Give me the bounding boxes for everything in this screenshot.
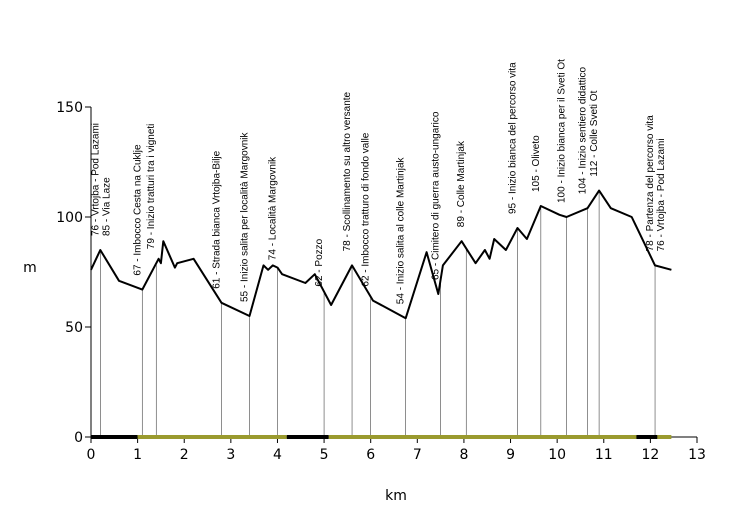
waypoint-label: 55 - Inizio salita per località Margovni… (239, 131, 250, 302)
y-axis-label: m (23, 260, 37, 276)
x-axis-label: km (385, 488, 407, 504)
surface-segment (286, 435, 329, 439)
x-tick-label: 7 (413, 447, 422, 463)
waypoint-label: 85 - Via Laze (101, 177, 112, 236)
surface-bar (91, 435, 672, 439)
x-tick-label: 11 (595, 447, 613, 463)
waypoint-label: 100 - Inizio bianca per il Sveti Ot (556, 59, 567, 203)
waypoint-label: 62 - Imbocco tratturo di fondo valle (361, 132, 372, 286)
x-tick-label: 3 (226, 447, 235, 463)
waypoint-label: 65 - Cimitero di guerra austo-ungarico (431, 111, 442, 280)
x-tick-label: 12 (641, 447, 659, 463)
waypoint-label: 112 - Colle Sveti Ot (589, 90, 600, 176)
axes (90, 107, 697, 438)
waypoint-label: 78 - Partenza del percorso vita (645, 115, 656, 252)
waypoint-label: 79 - Inizio tratturi tra i vigneti (146, 124, 157, 250)
waypoint-label: 105 - Oliveto (531, 135, 542, 192)
waypoint-label: 95 - Inizio bianca del percorso vita (508, 62, 519, 214)
waypoint-label: 76 - Vrtojba - Pod Lazami (656, 138, 667, 251)
x-tick-label: 9 (506, 447, 515, 463)
waypoint-label: 104 - Inizio sentiero didattico (577, 66, 588, 194)
surface-segment (657, 435, 672, 439)
surface-segment (636, 435, 658, 439)
y-tick-label: 0 (74, 430, 83, 446)
waypoint-label: 61 - Strada bianca Vrtojba-Bilje (212, 150, 223, 288)
x-tick-label: 8 (459, 447, 468, 463)
x-ticks: 0 1 2 3 4 5 6 7 8 9 10 11 12 13 (87, 437, 706, 463)
waypoint-label: 54 - Inizio salita al colle Martinjak (396, 156, 407, 304)
x-tick-label: 2 (180, 447, 189, 463)
waypoint-label: 76 - Vrtojba - Pod Lazami (90, 123, 101, 236)
x-tick-label: 10 (548, 447, 566, 463)
y-tick-label: 100 (56, 210, 83, 226)
waypoint-label: 78 - Scollinamento su altro versante (342, 91, 353, 251)
waypoint-markers: 76 - Vrtojba - Pod Lazami 85 - Via Laze 67… (90, 59, 667, 437)
x-tick-label: 4 (273, 447, 282, 463)
x-tick-label: 6 (366, 447, 375, 463)
x-tick-label: 5 (320, 447, 329, 463)
waypoint-label: 67 - Imbocco Cesta na Cuklje (132, 144, 143, 276)
y-tick-label: 150 (56, 100, 83, 116)
y-ticks: 0 50 100 150 (56, 100, 91, 446)
x-tick-label: 0 (87, 447, 96, 463)
x-tick-label: 13 (688, 447, 706, 463)
waypoint-label: 89 - Colle Martinjak (456, 140, 467, 227)
surface-segment (91, 435, 138, 439)
y-tick-label: 50 (65, 320, 83, 336)
elevation-line (90, 189, 672, 320)
surface-segment (328, 435, 637, 439)
waypoint-label: 62 - Pozzo (314, 238, 325, 286)
x-tick-label: 1 (133, 447, 142, 463)
waypoint-label: 74 - Località Margovnik (267, 156, 278, 260)
surface-segment (137, 435, 287, 439)
